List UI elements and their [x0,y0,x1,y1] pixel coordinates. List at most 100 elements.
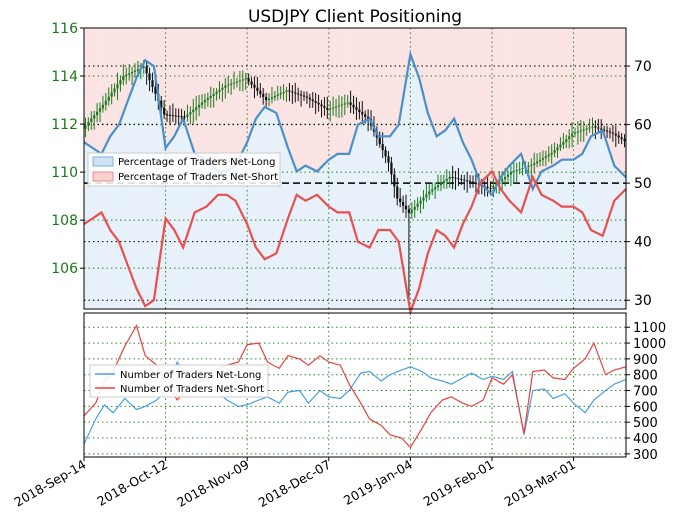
net-short-band [92,28,96,149]
net-short-band [614,28,618,168]
net-short-band [599,28,603,132]
left-axis-tick-label: 116 [51,21,78,37]
net-short-band [89,28,94,148]
net-long-band [209,164,213,309]
net-long-band [299,168,303,309]
net-long-band [439,133,443,309]
net-long-band [183,123,187,309]
net-long-band [325,161,330,309]
net-long-band [264,107,268,309]
candle-body [133,70,137,72]
net-long-band [153,76,158,309]
net-long-band [480,184,484,309]
net-long-band [255,116,260,309]
net-short-band [591,28,595,136]
net-long-band [599,131,603,309]
date-axis-tick-label: 2019-Feb-01 [421,457,497,509]
net-short-band [113,28,117,131]
candle-body [110,92,113,97]
candle-body [267,98,271,101]
net-short-band [264,28,268,108]
bottom-legend-box [89,364,269,398]
net-long-band [471,163,475,309]
candle-body [180,116,183,118]
net-long-band [524,167,528,309]
net-short-band [462,28,467,146]
net-short-band [620,28,624,173]
candle-body [165,114,169,116]
count-axis-tick-label: 600 [633,400,658,415]
net-long-band [92,148,96,309]
net-short-band [84,28,88,144]
net-short-band [320,28,324,168]
net-short-band [188,28,193,141]
net-short-band [392,28,397,131]
net-short-band [468,28,472,157]
candle-body [390,162,393,175]
net-short-band [491,28,496,192]
candle-body [410,209,413,213]
candle-body [308,97,311,100]
net-short-band [401,28,405,99]
net-short-band [483,28,487,188]
net-long-band [623,175,627,309]
net-long-band [532,186,536,309]
net-long-band [462,145,467,309]
net-long-band [392,130,397,309]
net-short-band [550,28,554,167]
candle-body [323,106,326,108]
candle-body [352,104,355,108]
candle-body [579,130,582,132]
net-short-band [349,28,353,149]
net-long-band [340,153,344,309]
net-short-band [529,28,534,185]
net-long-band [282,134,286,309]
net-long-band [287,151,292,309]
candle-body [428,191,431,195]
candle-body [320,104,323,107]
candle-body [270,97,274,99]
net-short-band [596,28,601,133]
net-long-band [395,126,400,309]
date-axis-tick-label: 2018-Nov-09 [174,457,252,510]
net-long-band [226,170,230,309]
candle-body [93,115,96,119]
net-short-band [506,28,510,168]
net-short-band [602,28,606,135]
candle-body [492,186,495,189]
net-short-band [538,28,542,175]
net-long-band [582,150,586,309]
net-short-band [433,28,437,133]
net-long-band [474,171,478,309]
net-long-band [346,153,350,309]
net-short-band [159,28,163,118]
net-long-band [261,108,265,309]
net-short-band [532,28,536,187]
net-long-band [369,121,373,310]
candle-body [227,84,230,86]
candle-body [119,80,122,85]
candle-body [533,163,536,165]
candle-body [96,111,99,116]
candle-body [221,87,224,90]
candle-body [90,118,93,123]
net-long-band [130,89,134,309]
net-long-band [317,169,321,309]
candle-body [192,109,195,113]
candle-body [311,99,314,102]
net-short-band [363,28,367,121]
net-long-band [497,180,501,309]
candle-body [605,130,609,132]
date-axis-tick-label: 2019-Mar-01 [502,457,578,510]
net-short-band [427,28,432,117]
candle-body [177,115,180,117]
net-short-band [576,28,580,157]
net-short-band [416,28,420,74]
candle-body [608,131,612,133]
candle-body [364,114,367,117]
count-axis-tick-label: 700 [633,385,658,400]
net-short-band [360,28,365,123]
candle-body [230,83,233,85]
net-short-band [486,28,490,191]
net-short-band [337,28,341,154]
